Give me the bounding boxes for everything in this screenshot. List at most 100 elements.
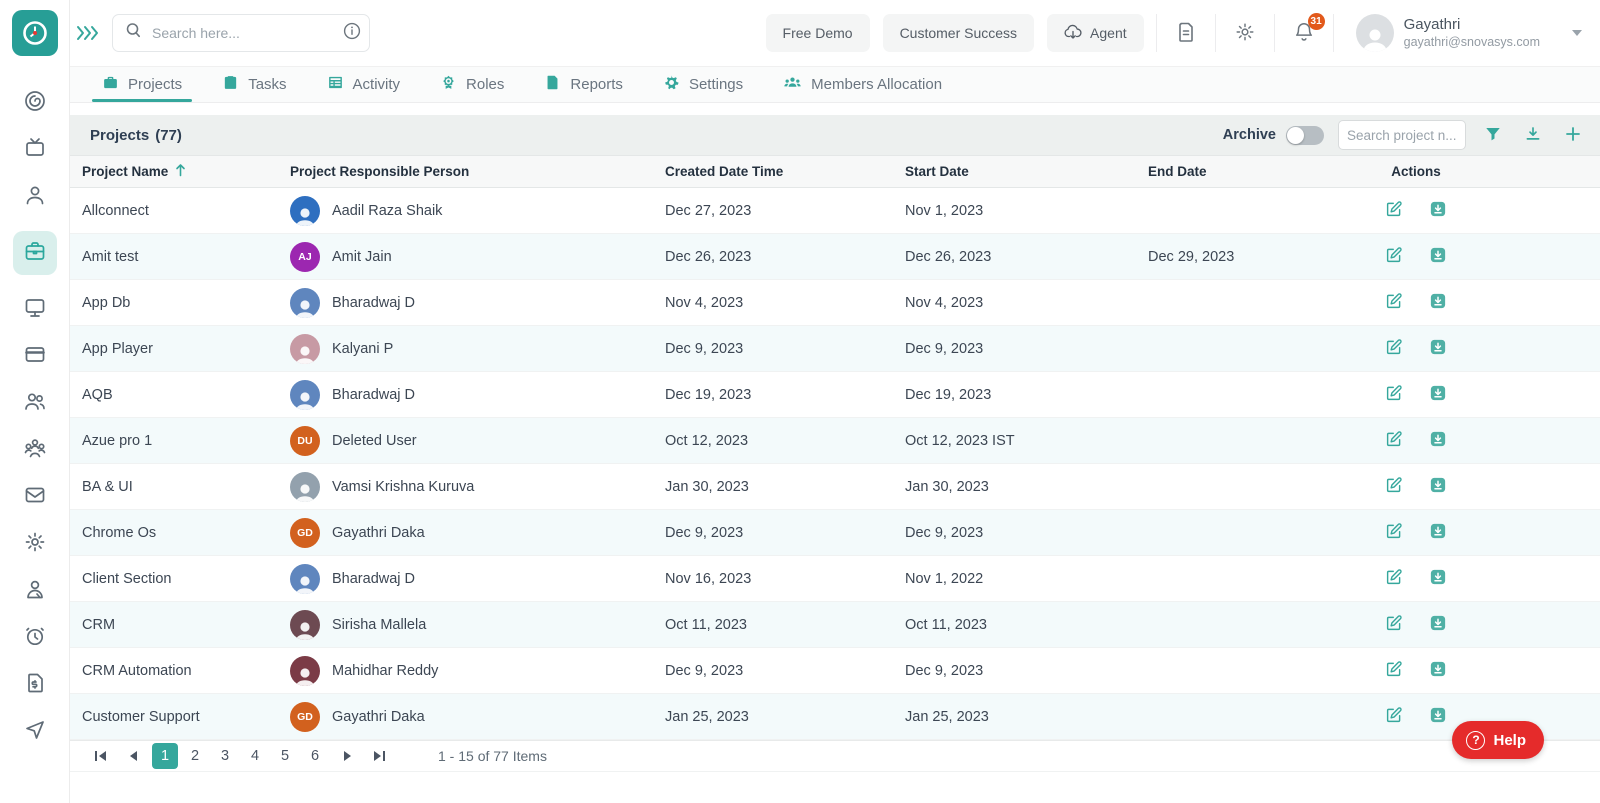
table-row[interactable]: BA & UI Vamsi Krishna Kuruva Jan 30, 202… bbox=[70, 464, 1600, 510]
table-row[interactable]: App Db Bharadwaj D Nov 4, 2023 Nov 4, 20… bbox=[70, 280, 1600, 326]
edit-project-button[interactable] bbox=[1385, 338, 1403, 359]
page-number-button[interactable]: 1 bbox=[152, 743, 178, 769]
sidebar-item-disc[interactable] bbox=[13, 90, 57, 116]
table-row[interactable]: AQB Bharadwaj D Dec 19, 2023 Dec 19, 202… bbox=[70, 372, 1600, 418]
customer-success-button[interactable]: Customer Success bbox=[882, 14, 1035, 52]
table-row[interactable]: App Player Kalyani P Dec 9, 2023 Dec 9, … bbox=[70, 326, 1600, 372]
filter-button[interactable] bbox=[1480, 122, 1506, 148]
tab-activity[interactable]: Activity bbox=[311, 67, 417, 102]
project-name-cell[interactable]: Chrome Os bbox=[70, 525, 278, 541]
column-header-start[interactable]: Start Date bbox=[893, 164, 1136, 179]
tab-roles[interactable]: Roles bbox=[424, 67, 520, 102]
archive-project-button[interactable] bbox=[1429, 384, 1447, 405]
archive-project-button[interactable] bbox=[1429, 246, 1447, 267]
edit-project-button[interactable] bbox=[1385, 246, 1403, 267]
edit-project-button[interactable] bbox=[1385, 568, 1403, 589]
page-number-button[interactable]: 6 bbox=[302, 743, 328, 769]
next-page-button[interactable] bbox=[334, 743, 360, 769]
project-name-cell[interactable]: Client Section bbox=[70, 571, 278, 587]
page-number-button[interactable]: 4 bbox=[242, 743, 268, 769]
table-row[interactable]: Azue pro 1 DU Deleted User Oct 12, 2023 … bbox=[70, 418, 1600, 464]
first-page-button[interactable] bbox=[88, 743, 114, 769]
table-row[interactable]: Amit test AJ Amit Jain Dec 26, 2023 Dec … bbox=[70, 234, 1600, 280]
table-row[interactable]: Chrome Os GD Gayathri Daka Dec 9, 2023 D… bbox=[70, 510, 1600, 556]
edit-project-button[interactable] bbox=[1385, 430, 1403, 451]
archive-project-button[interactable] bbox=[1429, 292, 1447, 313]
tab-projects[interactable]: Projects bbox=[86, 67, 198, 102]
sidebar-item-users[interactable] bbox=[13, 390, 57, 416]
notifications-button[interactable]: 31 bbox=[1287, 13, 1325, 50]
column-header-created[interactable]: Created Date Time bbox=[653, 164, 893, 179]
archive-project-button[interactable] bbox=[1429, 430, 1447, 451]
sidebar-expand-chevrons-icon[interactable] bbox=[76, 25, 102, 41]
search-input[interactable] bbox=[152, 25, 333, 41]
archive-project-button[interactable] bbox=[1429, 476, 1447, 497]
sidebar-item-billing[interactable] bbox=[13, 343, 57, 369]
tab-tasks[interactable]: Tasks bbox=[206, 67, 302, 102]
archive-project-button[interactable] bbox=[1429, 706, 1447, 727]
archive-project-button[interactable] bbox=[1429, 660, 1447, 681]
download-button[interactable] bbox=[1520, 122, 1546, 148]
edit-project-button[interactable] bbox=[1385, 292, 1403, 313]
sidebar-item-send[interactable] bbox=[13, 719, 57, 745]
sidebar-item-mail[interactable] bbox=[13, 484, 57, 510]
info-icon[interactable] bbox=[343, 22, 361, 45]
tab-members-allocation[interactable]: Members Allocation bbox=[767, 67, 958, 102]
help-button[interactable]: ? Help bbox=[1452, 721, 1544, 759]
sidebar-item-monitor[interactable] bbox=[13, 296, 57, 322]
page-number-button[interactable]: 3 bbox=[212, 743, 238, 769]
archive-toggle[interactable] bbox=[1286, 125, 1324, 145]
page-number-button[interactable]: 5 bbox=[272, 743, 298, 769]
sidebar-item-profile[interactable] bbox=[13, 578, 57, 604]
edit-project-button[interactable] bbox=[1385, 706, 1403, 727]
project-name-cell[interactable]: Amit test bbox=[70, 249, 278, 265]
table-row[interactable]: Allconnect Aadil Raza Shaik Dec 27, 2023… bbox=[70, 188, 1600, 234]
project-name-cell[interactable]: CRM bbox=[70, 617, 278, 633]
tab-settings[interactable]: Settings bbox=[647, 67, 759, 102]
edit-project-button[interactable] bbox=[1385, 522, 1403, 543]
project-name-cell[interactable]: App Player bbox=[70, 341, 278, 357]
project-name-cell[interactable]: Allconnect bbox=[70, 203, 278, 219]
table-row[interactable]: CRM Automation Mahidhar Reddy Dec 9, 202… bbox=[70, 648, 1600, 694]
app-logo-clock-icon[interactable] bbox=[11, 10, 58, 56]
sidebar-item-user[interactable] bbox=[13, 184, 57, 210]
page-number-button[interactable]: 2 bbox=[182, 743, 208, 769]
add-project-button[interactable] bbox=[1560, 122, 1586, 148]
agent-button[interactable]: Agent bbox=[1047, 14, 1144, 52]
edit-project-button[interactable] bbox=[1385, 200, 1403, 221]
sidebar-item-timer[interactable] bbox=[13, 625, 57, 651]
free-demo-button[interactable]: Free Demo bbox=[765, 14, 870, 52]
archive-project-button[interactable] bbox=[1429, 338, 1447, 359]
edit-project-button[interactable] bbox=[1385, 384, 1403, 405]
document-button[interactable] bbox=[1169, 16, 1203, 50]
tab-reports[interactable]: Reports bbox=[528, 67, 639, 102]
column-header-project-name[interactable]: Project Name bbox=[70, 163, 278, 180]
project-name-cell[interactable]: Azue pro 1 bbox=[70, 433, 278, 449]
previous-page-button[interactable] bbox=[120, 743, 146, 769]
table-row[interactable]: Customer Support GD Gayathri Daka Jan 25… bbox=[70, 694, 1600, 740]
sidebar-item-tv[interactable] bbox=[13, 137, 57, 163]
project-name-cell[interactable]: CRM Automation bbox=[70, 663, 278, 679]
archive-project-button[interactable] bbox=[1429, 614, 1447, 635]
project-name-cell[interactable]: AQB bbox=[70, 387, 278, 403]
archive-project-button[interactable] bbox=[1429, 522, 1447, 543]
edit-project-button[interactable] bbox=[1385, 614, 1403, 635]
sidebar-item-invoice[interactable] bbox=[13, 672, 57, 698]
table-row[interactable]: CRM Sirisha Mallela Oct 11, 2023 Oct 11,… bbox=[70, 602, 1600, 648]
last-page-button[interactable] bbox=[366, 743, 392, 769]
archive-project-button[interactable] bbox=[1429, 568, 1447, 589]
sidebar-item-team[interactable] bbox=[13, 437, 57, 463]
table-row[interactable]: Client Section Bharadwaj D Nov 16, 2023 … bbox=[70, 556, 1600, 602]
sidebar-item-projects[interactable] bbox=[12, 231, 57, 275]
project-name-cell[interactable]: BA & UI bbox=[70, 479, 278, 495]
column-header-end[interactable]: End Date bbox=[1136, 164, 1316, 179]
settings-button[interactable] bbox=[1228, 16, 1262, 50]
chevron-down-icon[interactable] bbox=[1572, 30, 1582, 36]
edit-project-button[interactable] bbox=[1385, 660, 1403, 681]
archive-project-button[interactable] bbox=[1429, 200, 1447, 221]
column-header-person[interactable]: Project Responsible Person bbox=[278, 164, 653, 179]
project-search-input[interactable] bbox=[1338, 120, 1466, 150]
sidebar-item-settings[interactable] bbox=[13, 531, 57, 557]
edit-project-button[interactable] bbox=[1385, 476, 1403, 497]
project-name-cell[interactable]: App Db bbox=[70, 295, 278, 311]
